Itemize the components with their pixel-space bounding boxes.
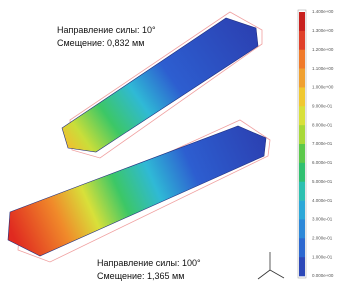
colorbar-segment [299, 257, 305, 276]
colorbar-segment [299, 87, 305, 106]
colorbar-label: 1.100e+00 [312, 66, 334, 71]
colorbar-label: 5.000e-01 [312, 179, 333, 184]
colorbar-label: 1.200e+00 [312, 47, 334, 52]
colorbar-label: 0.000e+00 [312, 273, 334, 278]
colorbar-segment [299, 182, 305, 201]
colorbar-label: 7.000e-01 [312, 141, 333, 146]
colorbar-label: 1.300e+00 [312, 28, 334, 33]
colorbar-label: 6.000e-01 [312, 160, 333, 165]
colorbar-segment [299, 163, 305, 182]
colorbar-label: 4.000e-01 [312, 198, 333, 203]
colorbar-label: 9.000e-01 [312, 103, 333, 108]
annotation-displacement: Смещение: 0,832 мм [57, 38, 144, 48]
colorbar-label: 3.000e-01 [312, 217, 333, 222]
colorbar-label: 8.000e-01 [312, 122, 333, 127]
annotation-direction: Направление силы: 100° [97, 258, 201, 268]
colorbar-segment [299, 69, 305, 88]
axis-triad [258, 252, 284, 279]
colorbar-segment [299, 50, 305, 69]
colorbar-label: 1.000e-01 [312, 254, 333, 259]
colorbar-segment [299, 125, 305, 144]
colorbar-segment [299, 238, 305, 257]
colorbar-segment [299, 201, 305, 220]
annotation-direction: Направление силы: 10° [57, 25, 156, 35]
colorbar-label: 1.400e+00 [312, 9, 334, 14]
figure: 1.400e+00 1.300e+00 1.200e+00 1.100e+00 1.00… [0, 0, 351, 292]
colorbar-segment [299, 31, 305, 50]
annotation-displacement: Смещение: 1,365 мм [97, 271, 184, 281]
colorbar-label: 1.000e+00 [312, 85, 334, 90]
colorbar: 1.400e+00 1.300e+00 1.200e+00 1.100e+00 1.00… [298, 9, 334, 278]
colorbar-segment [299, 144, 305, 163]
colorbar-segment [299, 106, 305, 125]
colorbar-label: 2.000e-01 [312, 235, 333, 240]
drill-lower [8, 120, 270, 262]
colorbar-segment [299, 219, 305, 238]
colorbar-segment [299, 12, 305, 31]
